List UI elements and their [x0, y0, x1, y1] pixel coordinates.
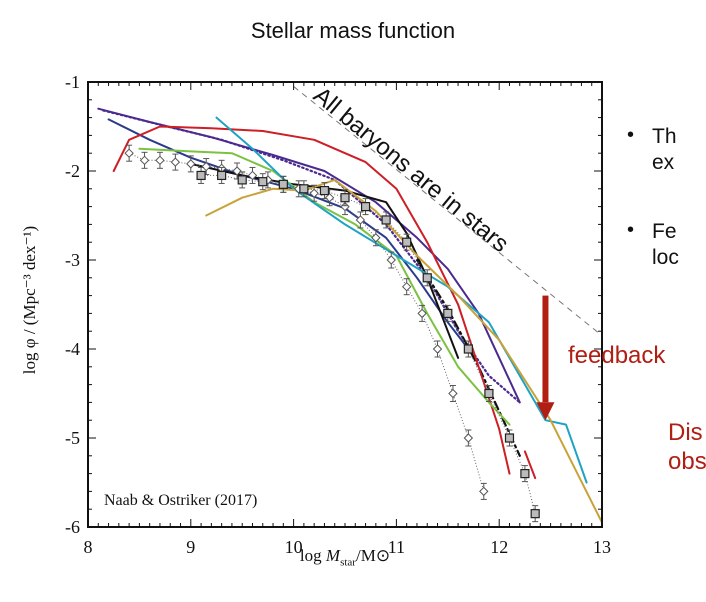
data-point-diamond: [124, 148, 134, 158]
bullet-2: • Fe loc: [627, 219, 679, 271]
plot-lines: [97, 86, 603, 524]
data-point-square: [196, 170, 206, 181]
data-point-diamond: [155, 155, 165, 166]
baryon-limit-line: [293, 86, 603, 337]
data-point-diamond: [355, 215, 366, 225]
series-red-segment: [523, 450, 537, 480]
x-tick-label: 9: [186, 537, 195, 557]
data-point-square: [443, 308, 453, 318]
data-point-square: [422, 273, 432, 283]
plot-frame: [87, 81, 603, 528]
data-point-square: [258, 177, 268, 187]
data-point-diamond: [232, 166, 242, 176]
axis-tick-labels: 8 9 10 11 12 13 -1 -2 -3 -4 -5 -6: [65, 72, 611, 557]
data-point-square: [530, 509, 540, 519]
x-axis-label: log Mstar/M⊙: [300, 546, 390, 568]
data-point-diamond: [417, 308, 427, 319]
y-tick-label: -4: [65, 339, 80, 359]
x-label-sub: star: [340, 556, 356, 569]
data-point-square: [360, 202, 371, 212]
series-navy: [107, 118, 470, 350]
y-tick-label: -5: [65, 428, 80, 448]
diamond-points-guide: [128, 152, 485, 492]
data-point-square: [340, 193, 350, 203]
arrow-head: [536, 402, 555, 421]
data-point-square: [217, 170, 227, 181]
bullet-icon: •: [627, 219, 635, 241]
data-point-diamond: [432, 344, 443, 354]
x-tick-label: 12: [490, 537, 508, 557]
plot-points: [124, 144, 540, 523]
data-point-diamond: [479, 486, 489, 497]
data-point-diamond: [463, 433, 474, 443]
data-point-square: [381, 215, 391, 225]
feedback-arrow: [536, 295, 555, 421]
x-label-pre: log: [299, 546, 326, 565]
slide-title: Stellar mass function: [250, 18, 456, 43]
data-point-square: [484, 388, 494, 399]
x-tick-label: 11: [388, 537, 405, 557]
x-label-var: M: [325, 546, 341, 565]
data-point-diamond: [386, 255, 396, 265]
series-green: [138, 147, 511, 426]
data-point-square: [278, 179, 288, 189]
y-axis-label: log φ / (Mpc⁻³ dex⁻¹): [20, 225, 39, 375]
series-black-dashdot: [415, 258, 521, 457]
data-point-diamond: [247, 170, 258, 181]
bullet-1: • Th ex: [627, 124, 677, 176]
data-point-diamond: [201, 161, 211, 172]
series-gold: [205, 178, 603, 524]
arrow-shaft: [542, 295, 549, 403]
bottom-red-line1: Dis: [668, 419, 703, 446]
series-purple-dotted: [102, 109, 521, 404]
bullet-1-line2: ex: [652, 151, 675, 174]
data-point-diamond: [170, 157, 181, 167]
data-point-square: [319, 185, 330, 196]
data-point-diamond: [401, 281, 412, 292]
x-label-post: /M⊙: [355, 546, 391, 565]
y-tick-label: -2: [65, 161, 80, 181]
data-point-diamond: [186, 159, 196, 169]
y-tick-label: -3: [65, 250, 80, 270]
feedback-label: feedback: [568, 342, 666, 369]
data-point-square: [237, 175, 247, 185]
data-point-diamond: [324, 192, 335, 203]
data-point-square: [402, 237, 412, 247]
bottom-red-text: Dis obs: [668, 418, 706, 476]
data-point-diamond: [139, 155, 150, 166]
y-tick-label: -6: [65, 517, 80, 537]
data-point-square: [299, 184, 309, 194]
data-point-diamond: [309, 188, 319, 198]
y-tick-label: -1: [65, 72, 80, 92]
x-tick-label: 8: [84, 537, 93, 557]
series-red: [112, 125, 511, 475]
data-point-square: [520, 469, 530, 479]
bullet-2-line2: loc: [652, 246, 679, 269]
bottom-red-line2: obs: [668, 448, 706, 475]
x-tick-label: 10: [285, 537, 303, 557]
data-point-diamond: [448, 388, 458, 399]
citation: Naab & Ostriker (2017): [104, 492, 258, 509]
data-point-diamond: [371, 233, 381, 243]
data-point-square: [463, 344, 473, 354]
data-point-square: [504, 433, 515, 443]
axis-ticks: [87, 81, 603, 528]
x-tick-label: 13: [593, 537, 611, 557]
bullet-1-line1: Th: [652, 125, 677, 148]
bullet-2-line1: Fe: [652, 220, 677, 243]
bullet-icon: •: [627, 124, 635, 146]
